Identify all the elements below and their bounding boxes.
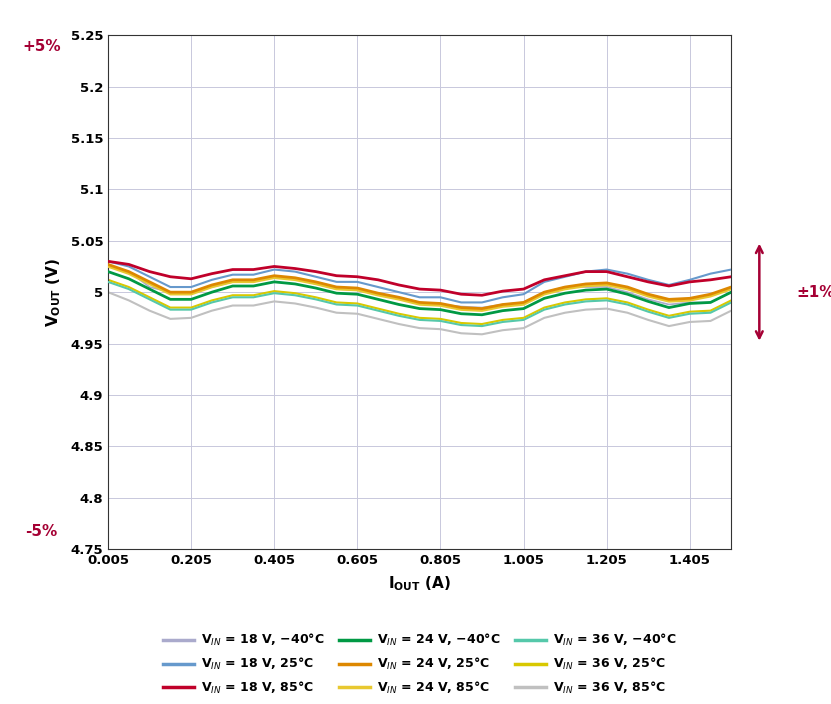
Y-axis label: $\mathbf{V}_{\mathbf{OUT}}$ (V): $\mathbf{V}_{\mathbf{OUT}}$ (V) [45, 258, 63, 327]
Legend: V$_{IN}$ = 18 V, −40°C, V$_{IN}$ = 18 V, 25°C, V$_{IN}$ = 18 V, 85°C, V$_{IN}$ =: V$_{IN}$ = 18 V, −40°C, V$_{IN}$ = 18 V,… [158, 627, 681, 700]
Text: ±1%: ±1% [797, 284, 831, 300]
Text: +5%: +5% [22, 39, 61, 54]
X-axis label: $\mathbf{I}_{\mathbf{OUT}}$ (A): $\mathbf{I}_{\mathbf{OUT}}$ (A) [388, 574, 451, 593]
Text: -5%: -5% [26, 524, 57, 539]
